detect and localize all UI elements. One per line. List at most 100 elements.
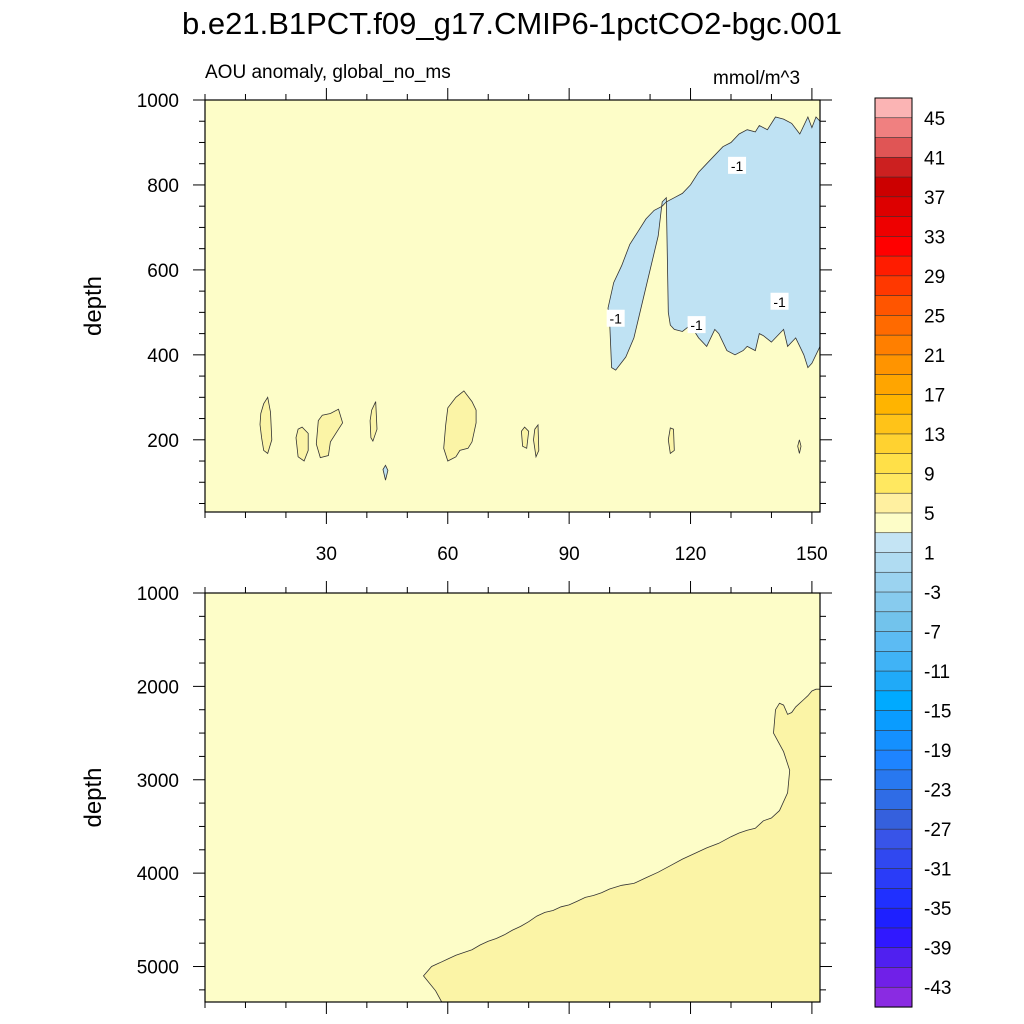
panel-lower-y-tick-label: 5000 xyxy=(137,958,179,979)
panel-upper-x-tick-label: 120 xyxy=(675,544,707,565)
colorbar-swatch xyxy=(874,473,913,494)
colorbar-swatch xyxy=(874,216,913,237)
colorbar-swatch xyxy=(874,571,913,593)
panel-lower-y-tick-label: 3000 xyxy=(137,771,179,792)
colorbar-swatch xyxy=(874,453,913,475)
colorbar-label: -35 xyxy=(924,899,951,920)
colorbar-swatch xyxy=(874,907,913,929)
panel-upper-x-tick-label: 30 xyxy=(316,544,337,565)
panel-upper-contour-region xyxy=(607,115,820,371)
panel-lower-contour-region xyxy=(422,688,820,1002)
colorbar-swatch xyxy=(874,967,913,988)
colorbar-label: -3 xyxy=(924,583,941,604)
colorbar-label: 1 xyxy=(924,544,935,565)
colorbar-swatch xyxy=(874,492,913,514)
colorbar-swatch xyxy=(874,848,913,870)
colorbar-swatch xyxy=(874,611,913,633)
panel-upper-y-tick-label: 800 xyxy=(147,176,179,197)
panel-upper-contour-label-box xyxy=(770,292,789,310)
colorbar-swatch xyxy=(874,156,913,178)
colorbar-swatch xyxy=(874,354,913,376)
colorbar-swatch xyxy=(874,394,913,415)
panel-upper-contour-label: -1 xyxy=(609,311,622,327)
chart-subtitle: AOU anomaly, global_no_ms xyxy=(205,62,451,83)
colorbar-label: -31 xyxy=(924,860,951,881)
colorbar-label: 9 xyxy=(924,464,935,485)
colorbar-label: -27 xyxy=(924,820,951,841)
colorbar-swatch xyxy=(874,710,913,731)
colorbar-swatch xyxy=(874,275,913,297)
colorbar-swatch xyxy=(874,986,913,1008)
colorbar-label: 41 xyxy=(924,148,945,169)
panel-upper-x-tick-label: 90 xyxy=(559,544,580,565)
colorbar-label: -7 xyxy=(924,623,941,644)
panel-upper-contour-label-box xyxy=(606,309,625,327)
colorbar-swatch xyxy=(874,789,913,810)
colorbar-label: -15 xyxy=(924,702,951,723)
colorbar-swatch xyxy=(874,512,913,534)
colorbar-swatch xyxy=(874,255,913,277)
panel-upper-contour-region xyxy=(533,423,540,459)
colorbar-swatch xyxy=(874,868,913,890)
colorbar-swatch xyxy=(874,591,913,613)
colorbar-label: -23 xyxy=(924,781,951,802)
panel-upper-contour-label: -1 xyxy=(731,158,744,174)
panel-upper-contour-region xyxy=(520,426,530,449)
colorbar-label: -19 xyxy=(924,741,951,762)
panel-upper-y-tick-label: 600 xyxy=(147,261,179,282)
colorbar-swatch xyxy=(874,374,913,396)
colorbar-swatch xyxy=(874,532,913,554)
panel-upper-y-tick-label: 400 xyxy=(147,346,179,367)
panel-upper-y-tick-label: 200 xyxy=(147,431,179,452)
colorbar-swatch xyxy=(874,828,913,850)
panel-upper-contour-region xyxy=(382,464,389,481)
colorbar-swatch xyxy=(874,315,913,336)
panel-lower-y-tick-label: 2000 xyxy=(137,677,179,698)
colorbar-swatch xyxy=(874,176,913,198)
colorbar-swatch xyxy=(874,433,913,455)
panel-upper-contour-label: -1 xyxy=(690,317,703,333)
panel-upper-contour-region xyxy=(259,396,273,455)
panel-upper-contour-region xyxy=(315,408,344,459)
panel-upper-contour-label-box xyxy=(728,156,747,174)
colorbar-label: 37 xyxy=(924,188,945,209)
chart-title: b.e21.B1PCT.f09_g17.CMIP6-1pctCO2-bgc.00… xyxy=(182,6,842,41)
colorbar-swatch xyxy=(874,117,913,139)
panel-upper-y-axis-title: depth xyxy=(80,276,107,336)
colorbar-label: -39 xyxy=(924,939,951,960)
panel-upper-contour-region xyxy=(443,390,477,462)
colorbar-swatch xyxy=(874,295,913,316)
colorbar-swatch xyxy=(874,809,913,830)
colorbar-swatch xyxy=(874,927,913,949)
colorbar-swatch xyxy=(874,730,913,751)
colorbar-label: 29 xyxy=(924,267,945,288)
colorbar-swatch xyxy=(874,670,913,692)
colorbar-swatch xyxy=(874,947,913,969)
colorbar-label: -43 xyxy=(924,978,951,999)
panel-upper-contour-region xyxy=(369,401,378,443)
colorbar-swatch xyxy=(874,196,913,218)
colorbar-label: 33 xyxy=(924,227,945,248)
panel-upper-contour-region xyxy=(295,426,309,462)
colorbar-swatch xyxy=(874,97,913,119)
colorbar-swatch xyxy=(874,137,913,158)
panel-lower-y-tick-label: 4000 xyxy=(137,864,179,885)
colorbar-swatch xyxy=(874,334,913,356)
colorbar-swatch xyxy=(874,651,913,672)
panel-upper-contour-region xyxy=(797,439,802,454)
panel-upper-contour-region xyxy=(667,427,675,455)
panel-lower-y-tick-label: 1000 xyxy=(137,584,179,605)
panel-upper-x-tick-label: 60 xyxy=(437,544,458,565)
colorbar-label: 13 xyxy=(924,425,945,446)
colorbar-swatch xyxy=(874,552,913,573)
colorbar-swatch xyxy=(874,769,913,791)
colorbar-frame xyxy=(874,97,913,1008)
panel-upper-y-tick-label: 1000 xyxy=(137,91,179,112)
colorbar-swatch xyxy=(874,631,913,652)
panel-upper-contour-label: -1 xyxy=(773,294,786,310)
panel-upper-frame xyxy=(204,99,821,513)
colorbar-swatch xyxy=(874,690,913,712)
panel-upper-contour-label-box xyxy=(687,316,706,334)
colorbar-label: 45 xyxy=(924,109,945,130)
